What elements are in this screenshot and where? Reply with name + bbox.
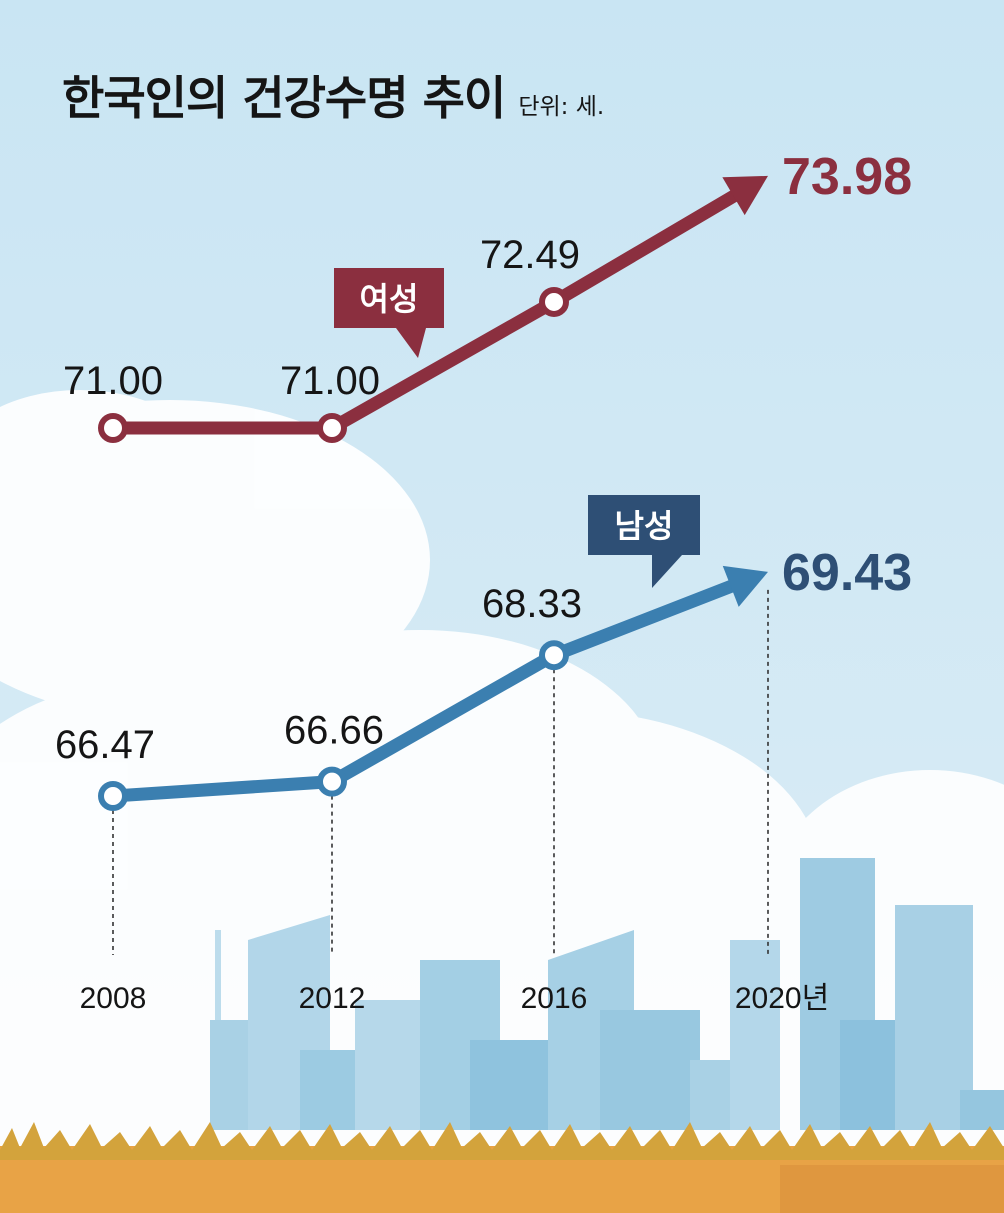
data-point [317,766,347,797]
series-badge: 여성 [334,268,444,358]
data-label: 72.49 [480,233,580,277]
final-value-label: 73.98 [782,148,912,206]
data-point [539,286,569,317]
city-skyline [210,858,1004,1130]
badge-shape [588,495,700,588]
ground [0,1122,1004,1213]
badge-label: 남성 [615,507,674,545]
badge-shape [334,268,444,358]
data-label: 71.00 [280,359,380,403]
x-tick-label: 2012 [299,982,366,1015]
data-label: 66.47 [55,723,155,767]
series-layer: 71.00 71.00 72.49 73.98 여성 66.47 66.66 68.33 69.… [55,148,912,811]
series-badge: 남성 [588,495,700,588]
data-point [98,413,128,443]
final-value-label: 69.43 [782,544,912,602]
data-label: 66.66 [284,709,384,753]
series-line [106,189,741,435]
series-line [106,579,738,803]
x-tick-label: 2020년 [735,982,829,1015]
data-label: 71.00 [63,359,163,403]
x-tick-label: 2008 [80,982,147,1015]
series-arrowhead [722,565,768,607]
chart-title: 한국인의 건강수명 추이 [62,71,506,125]
series-male: 66.47 66.66 68.33 69.43 남성 [55,495,912,811]
unit-label: 단위: 세. [518,94,605,120]
data-point [98,781,128,811]
x-axis: 2008 2012 2016 2020년 [80,982,830,1015]
badge-label: 여성 [360,280,419,318]
series-arrowhead [722,175,768,216]
data-label: 68.33 [482,582,582,626]
chart-header: 한국인의 건강수명 추이 단위: 세. [62,62,604,128]
series-female: 71.00 71.00 72.49 73.98 여성 [63,148,912,443]
data-point [539,640,569,671]
x-tick-label: 2016 [521,982,588,1015]
data-point [317,413,347,443]
drop-lines [112,589,769,955]
